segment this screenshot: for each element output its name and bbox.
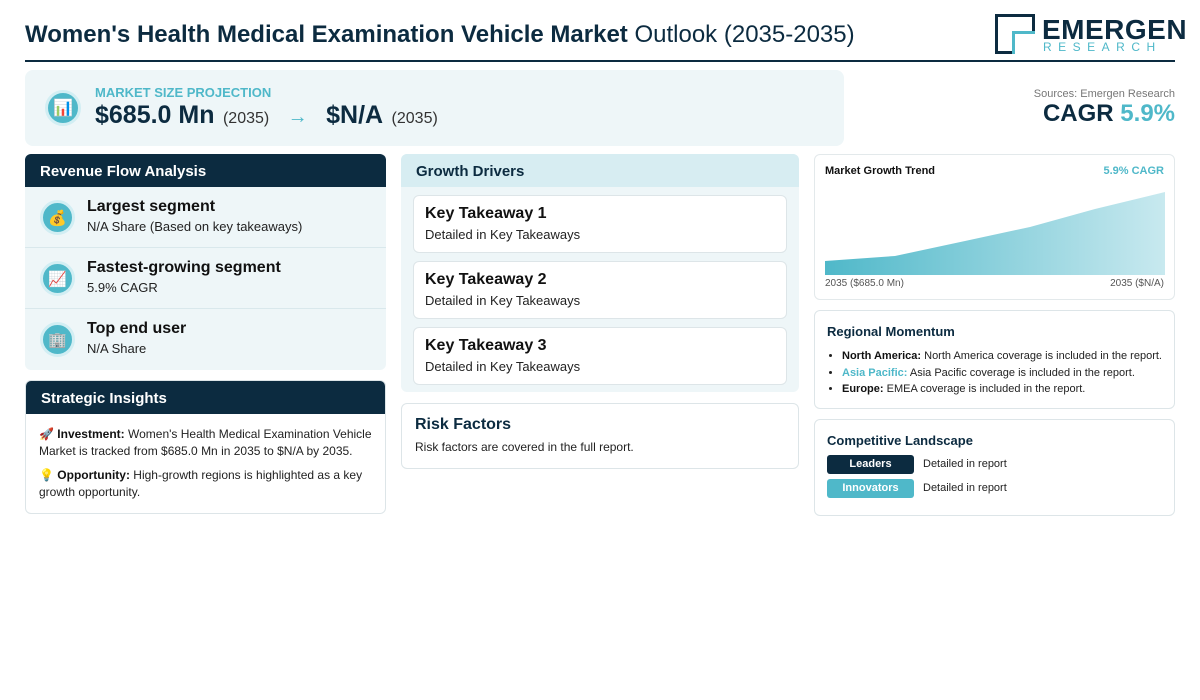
leaders-badge: Leaders bbox=[827, 455, 914, 474]
lightbulb-icon: 💡 bbox=[39, 468, 54, 482]
projection-label: MARKET SIZE PROJECTION bbox=[95, 85, 272, 100]
chart-up-icon: 📈 bbox=[40, 261, 75, 296]
strategic-insights-title: Strategic Insights bbox=[26, 381, 385, 414]
opportunity-label: Opportunity: bbox=[57, 468, 130, 482]
revenue-flow-title: Revenue Flow Analysis bbox=[25, 154, 386, 187]
investment-insight: 🚀 Investment: Women's Health Medical Exa… bbox=[39, 426, 372, 460]
takeaway-sub: Detailed in Key Takeaways bbox=[425, 227, 581, 242]
region-name: Europe: bbox=[842, 383, 884, 395]
page-title: Women's Health Medical Examination Vehic… bbox=[25, 21, 855, 49]
risk-factors-text: Risk factors are covered in the full rep… bbox=[415, 440, 634, 454]
sources-text: Sources: Emergen Research bbox=[1033, 88, 1175, 100]
segment-fastest: 📈 Fastest-growing segment 5.9% CAGR bbox=[25, 248, 386, 309]
segment-sub: N/A Share (Based on key takeaways) bbox=[87, 219, 303, 234]
market-size-projection: 📊 MARKET SIZE PROJECTION $685.0 Mn (2035… bbox=[25, 70, 844, 146]
key-takeaway-card: Key Takeaway 1 Detailed in Key Takeaways bbox=[413, 195, 787, 253]
region-name: North America: bbox=[842, 350, 922, 362]
segment-sub: N/A Share bbox=[87, 341, 147, 356]
region-name: Asia Pacific: bbox=[842, 366, 908, 379]
competitive-title: Competitive Landscape bbox=[827, 433, 973, 448]
trend-area-chart bbox=[825, 192, 1165, 275]
key-takeaway-card: Key Takeaway 2 Detailed in Key Takeaways bbox=[413, 261, 787, 319]
segment-title: Largest segment bbox=[87, 198, 216, 215]
regional-momentum-panel: Regional Momentum North America: North A… bbox=[814, 310, 1175, 409]
title-suffix: Outlook (2035-2035) bbox=[634, 21, 855, 48]
investment-label: Investment: bbox=[57, 427, 125, 441]
projection-values: $685.0 Mn (2035) → $N/A (2035) bbox=[95, 101, 438, 130]
takeaway-title: Key Takeaway 2 bbox=[425, 271, 547, 288]
value-start: $685.0 Mn bbox=[95, 101, 215, 129]
bar-chart-icon: 📊 bbox=[45, 90, 81, 126]
risk-factors-panel: Risk Factors Risk factors are covered in… bbox=[401, 403, 799, 469]
segment-sub: 5.9% CAGR bbox=[87, 280, 158, 295]
region-text: EMEA coverage is included in the report. bbox=[886, 383, 1086, 395]
region-item: North America: North America coverage is… bbox=[842, 348, 1162, 365]
takeaway-sub: Detailed in Key Takeaways bbox=[425, 293, 581, 308]
takeaway-sub: Detailed in Key Takeaways bbox=[425, 359, 581, 374]
segment-largest: 💰 Largest segment N/A Share (Based on ke… bbox=[25, 187, 386, 248]
growth-drivers-title: Growth Drivers bbox=[401, 154, 799, 187]
growth-drivers-panel: Growth Drivers Key Takeaway 1 Detailed i… bbox=[401, 154, 799, 392]
regional-list: North America: North America coverage is… bbox=[842, 348, 1162, 398]
cagr-display: CAGR 5.9% bbox=[1034, 100, 1175, 128]
building-icon: 🏢 bbox=[40, 322, 75, 357]
logo-mark-icon bbox=[995, 14, 1035, 54]
money-bag-icon: 💰 bbox=[40, 200, 75, 235]
trend-start-label: 2035 ($685.0 Mn) bbox=[825, 278, 904, 289]
segment-title: Top end user bbox=[87, 320, 187, 337]
opportunity-text: High-growth regions is highlighted as a … bbox=[39, 468, 363, 499]
trend-title: Market Growth Trend bbox=[825, 165, 936, 177]
emergen-logo: EMERGEN RESEARCH bbox=[995, 14, 1187, 56]
region-item: Europe: EMEA coverage is included in the… bbox=[842, 381, 1162, 398]
trend-area bbox=[825, 192, 1165, 275]
segment-top-end-user: 🏢 Top end user N/A Share bbox=[25, 309, 386, 370]
year-end: (2035) bbox=[391, 110, 438, 127]
leaders-text: Detailed in report bbox=[923, 458, 1007, 470]
trend-end-label: 2035 ($N/A) bbox=[1110, 278, 1164, 289]
segment-title: Fastest-growing segment bbox=[87, 259, 281, 276]
competitive-landscape-panel: Competitive Landscape Leaders Detailed i… bbox=[814, 419, 1175, 516]
logo-wordmark: EMERGEN bbox=[1042, 14, 1188, 45]
market-growth-trend: Market Growth Trend 5.9% CAGR 2035 ($685… bbox=[814, 154, 1175, 300]
trend-cagr: 5.9% CAGR bbox=[1103, 165, 1164, 177]
innovators-badge: Innovators bbox=[827, 479, 914, 498]
region-item: Asia Pacific: Asia Pacific coverage is i… bbox=[842, 365, 1162, 382]
arrow-right-icon: → bbox=[287, 106, 308, 128]
year-start: (2035) bbox=[222, 110, 270, 127]
takeaway-title: Key Takeaway 1 bbox=[425, 205, 547, 222]
opportunity-insight: 💡 Opportunity: High-growth regions is hi… bbox=[39, 467, 372, 501]
strategic-insights-panel: Strategic Insights 🚀 Investment: Women's… bbox=[25, 380, 386, 514]
page-header: Women's Health Medical Examination Vehic… bbox=[25, 12, 1187, 62]
cagr-summary: Sources: Emergen Research CAGR 5.9% bbox=[1034, 88, 1175, 128]
value-end: $N/A bbox=[326, 101, 384, 129]
revenue-flow-panel: Revenue Flow Analysis 💰 Largest segment … bbox=[25, 154, 386, 370]
region-text: Asia Pacific coverage is included in the… bbox=[909, 366, 1135, 379]
key-takeaway-card: Key Takeaway 3 Detailed in Key Takeaways bbox=[413, 327, 787, 385]
rocket-icon: 🚀 bbox=[39, 427, 54, 441]
title-main: Women's Health Medical Examination Vehic… bbox=[25, 21, 628, 48]
regional-title: Regional Momentum bbox=[827, 324, 955, 339]
risk-factors-title: Risk Factors bbox=[415, 416, 512, 433]
logo-subtext: RESEARCH bbox=[1043, 40, 1162, 54]
strategic-insights-body: 🚀 Investment: Women's Health Medical Exa… bbox=[26, 414, 385, 513]
takeaway-title: Key Takeaway 3 bbox=[425, 337, 547, 354]
cagr-label: CAGR bbox=[1042, 100, 1114, 127]
cagr-value: 5.9% bbox=[1120, 100, 1175, 127]
innovators-text: Detailed in report bbox=[923, 482, 1007, 494]
investment-text: Women's Health Medical Examination Vehic… bbox=[39, 427, 372, 458]
region-text: North America coverage is included in th… bbox=[924, 350, 1162, 362]
